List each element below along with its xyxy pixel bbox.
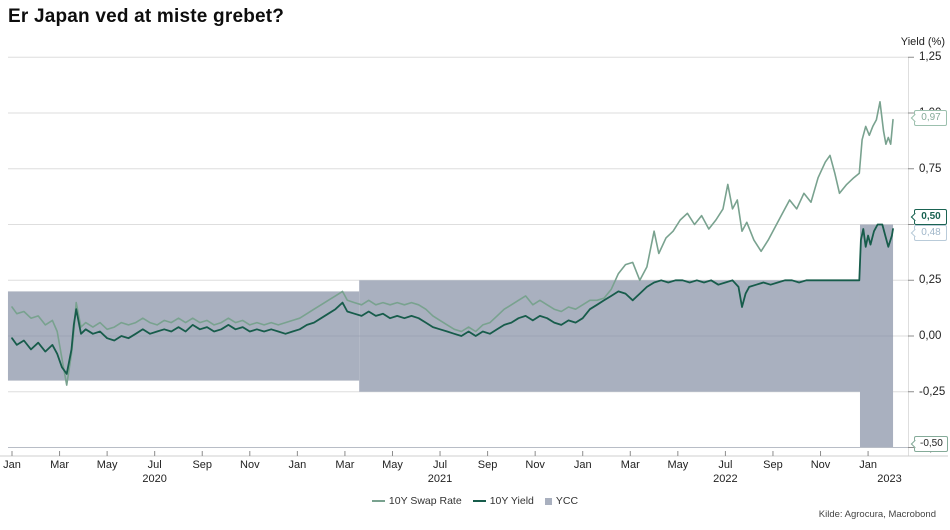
ycc-band-segment	[7, 291, 360, 381]
legend-label-yield: 10Y Yield	[489, 495, 534, 507]
y-tick-label: 1,25	[919, 51, 942, 64]
x-month-label: Nov	[525, 459, 545, 471]
x-year-label: 2020	[142, 473, 167, 485]
chart-legend: 10Y Swap Rate 10Y Yield YCC	[0, 495, 950, 507]
x-month-label: May	[96, 459, 118, 471]
y-tick-label: -0,25	[919, 385, 946, 398]
value-callout--0_50: -0,50	[914, 436, 948, 452]
x-month-label: Mar	[50, 459, 70, 471]
swap-rate-line-swatch	[371, 500, 385, 502]
ycc-band-segment	[359, 280, 860, 392]
x-month-label: Jan	[859, 459, 877, 471]
x-month-label: May	[382, 459, 403, 471]
legend-item-swap-rate: 10Y Swap Rate	[371, 495, 462, 507]
source-note: Kilde: Agrocura, Macrobond	[818, 509, 936, 520]
chart-title: Er Japan ved at miste grebet?	[8, 6, 285, 27]
y-axis-title: Yield (%)	[900, 36, 945, 48]
x-month-label: Jul	[147, 459, 162, 471]
y-tick-label: 0,75	[919, 162, 942, 175]
x-month-label: Jan	[573, 459, 592, 471]
x-month-label: Mar	[335, 459, 355, 471]
yield-line	[11, 223, 894, 375]
x-month-label: Sep	[477, 459, 498, 471]
legend-label-swap-rate: 10Y Swap Rate	[388, 495, 462, 507]
value-callout-0_48: 0,48	[914, 225, 947, 241]
ycc-band-segment	[859, 224, 894, 448]
legend-item-ycc: YCC	[544, 495, 579, 507]
swap-rate-line	[11, 101, 894, 386]
x-month-label: Sep	[763, 459, 783, 471]
ycc-band-swatch	[544, 497, 552, 505]
x-month-label: Mar	[620, 459, 640, 471]
x-month-label: May	[667, 459, 689, 471]
yield-line-swatch	[472, 500, 486, 502]
y-tick-label: 0,00	[919, 330, 942, 342]
legend-item-yield: 10Y Yield	[472, 495, 534, 507]
x-year-label: 2021	[427, 473, 453, 485]
x-month-label: Sep	[192, 459, 213, 471]
x-year-label: 2022	[713, 473, 738, 485]
value-callout-0_97: 0,97	[914, 110, 947, 126]
x-month-label: Jan	[3, 459, 21, 471]
x-month-label: Jul	[433, 459, 448, 471]
x-month-label: Nov	[810, 459, 831, 471]
x-year-label: 2023	[877, 473, 902, 485]
x-month-label: Jan	[288, 459, 307, 471]
y-tick-label: 0,25	[919, 274, 942, 287]
value-callout-0_50: 0,50	[914, 209, 947, 225]
legend-label-ycc: YCC	[555, 495, 579, 507]
x-month-label: Jul	[718, 459, 733, 471]
x-month-label: Nov	[240, 459, 260, 471]
